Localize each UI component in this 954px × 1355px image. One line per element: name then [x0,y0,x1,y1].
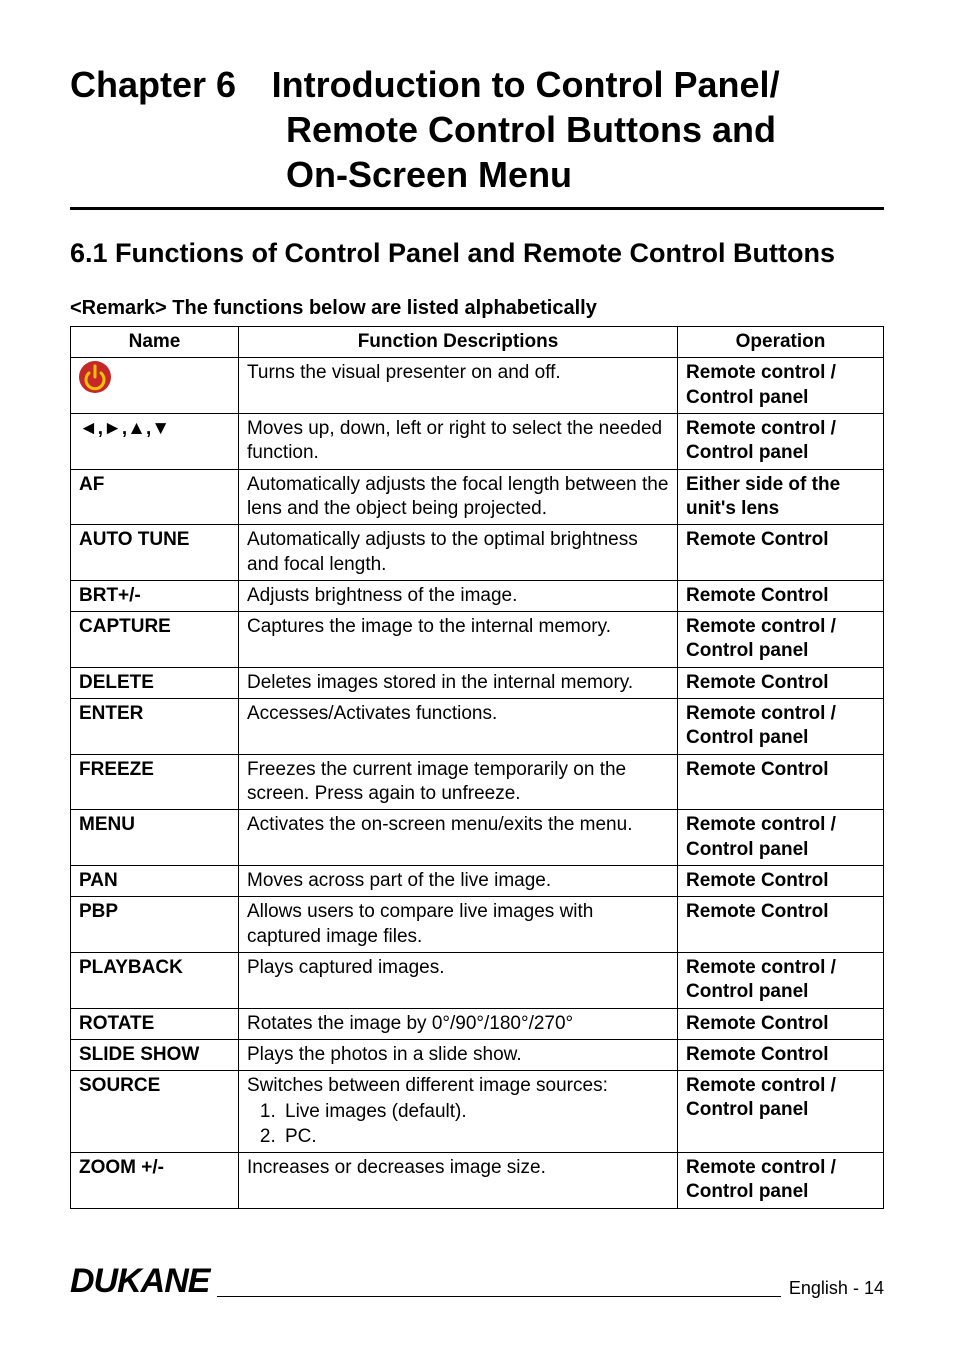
table-row: ENTERAccesses/Activates functions.Remote… [71,699,884,755]
cell-name: FREEZE [71,754,239,810]
header-name: Name [71,327,239,358]
cell-desc: Rotates the image by 0°/90°/180°/270° [239,1008,678,1039]
power-icon [79,361,111,393]
cell-operation: Remote control / Control panel [678,810,884,866]
cell-operation: Remote Control [678,525,884,581]
cell-operation: Remote control / Control panel [678,413,884,469]
page-number: English - 14 [789,1278,884,1301]
page-footer: DUKANE English - 14 [70,1262,884,1301]
cell-operation: Remote control / Control panel [678,952,884,1008]
cell-desc: Turns the visual presenter on and off. [239,358,678,414]
table-row: SLIDE SHOWPlays the photos in a slide sh… [71,1039,884,1070]
functions-table: Name Function Descriptions Operation Tur… [70,326,884,1209]
cell-desc: Moves across part of the live image. [239,865,678,896]
header-desc: Function Descriptions [239,327,678,358]
table-row: DELETEDeletes images stored in the inter… [71,667,884,698]
cell-name: PLAYBACK [71,952,239,1008]
table-row: PLAYBACKPlays captured images.Remote con… [71,952,884,1008]
table-row: PBPAllows users to compare live images w… [71,897,884,953]
table-row: Turns the visual presenter on and off.Re… [71,358,884,414]
cell-operation: Remote Control [678,754,884,810]
remark-text: <Remark> The functions below are listed … [70,297,884,320]
list-item: PC. [281,1125,669,1149]
cell-operation: Remote Control [678,897,884,953]
chapter-line2: Remote Control Buttons and [70,107,884,152]
cell-operation: Remote control / Control panel [678,358,884,414]
cell-operation: Either side of the unit's lens [678,469,884,525]
cell-name [71,358,239,414]
cell-desc: Switches between different image sources… [239,1071,678,1153]
cell-operation: Remote control / Control panel [678,612,884,668]
cell-name: CAPTURE [71,612,239,668]
cell-name: SLIDE SHOW [71,1039,239,1070]
header-op: Operation [678,327,884,358]
cell-desc: Plays captured images. [239,952,678,1008]
table-row: ROTATERotates the image by 0°/90°/180°/2… [71,1008,884,1039]
cell-desc: Captures the image to the internal memor… [239,612,678,668]
section-title: 6.1 Functions of Control Panel and Remot… [70,238,884,269]
chapter-line3: On-Screen Menu [70,152,884,197]
cell-operation: Remote Control [678,1039,884,1070]
chapter-line1: Introduction to Control Panel/ [272,64,780,105]
cell-name: DELETE [71,667,239,698]
brand-logo: DUKANE [70,1262,209,1301]
table-header-row: Name Function Descriptions Operation [71,327,884,358]
table-row: ZOOM +/-Increases or decreases image siz… [71,1153,884,1209]
table-row: ◄,►,▲,▼Moves up, down, left or right to … [71,413,884,469]
table-row: AFAutomatically adjusts the focal length… [71,469,884,525]
cell-name: AUTO TUNE [71,525,239,581]
cell-operation: Remote Control [678,1008,884,1039]
cell-desc: Increases or decreases image size. [239,1153,678,1209]
cell-desc: Adjusts brightness of the image. [239,580,678,611]
cell-name: PAN [71,865,239,896]
cell-name: ◄,►,▲,▼ [71,413,239,469]
cell-operation: Remote control / Control panel [678,1071,884,1153]
chapter-title: Chapter 6 Introduction to Control Panel/… [70,62,884,210]
cell-name: SOURCE [71,1071,239,1153]
table-row: CAPTURECaptures the image to the interna… [71,612,884,668]
cell-operation: Remote Control [678,865,884,896]
cell-name: ENTER [71,699,239,755]
table-row: MENUActivates the on-screen menu/exits t… [71,810,884,866]
cell-operation: Remote Control [678,667,884,698]
cell-desc: Moves up, down, left or right to select … [239,413,678,469]
cell-name: BRT+/- [71,580,239,611]
cell-desc: Freezes the current image temporarily on… [239,754,678,810]
table-row: SOURCESwitches between different image s… [71,1071,884,1153]
cell-desc: Automatically adjusts to the optimal bri… [239,525,678,581]
chapter-prefix: Chapter 6 [70,64,236,105]
table-row: BRT+/-Adjusts brightness of the image.Re… [71,580,884,611]
cell-desc: Accesses/Activates functions. [239,699,678,755]
table-row: FREEZEFreezes the current image temporar… [71,754,884,810]
cell-desc: Automatically adjusts the focal length b… [239,469,678,525]
table-row: PANMoves across part of the live image.R… [71,865,884,896]
cell-name: ROTATE [71,1008,239,1039]
cell-name: MENU [71,810,239,866]
cell-operation: Remote Control [678,580,884,611]
list-item: Live images (default). [281,1100,669,1124]
cell-desc: Activates the on-screen menu/exits the m… [239,810,678,866]
cell-desc: Allows users to compare live images with… [239,897,678,953]
cell-name: PBP [71,897,239,953]
cell-name: ZOOM +/- [71,1153,239,1209]
cell-operation: Remote control / Control panel [678,1153,884,1209]
table-row: AUTO TUNEAutomatically adjusts to the op… [71,525,884,581]
cell-name: AF [71,469,239,525]
cell-desc: Plays the photos in a slide show. [239,1039,678,1070]
cell-operation: Remote control / Control panel [678,699,884,755]
cell-desc: Deletes images stored in the internal me… [239,667,678,698]
source-list: Live images (default).PC. [281,1100,669,1149]
footer-rule [217,1296,780,1297]
